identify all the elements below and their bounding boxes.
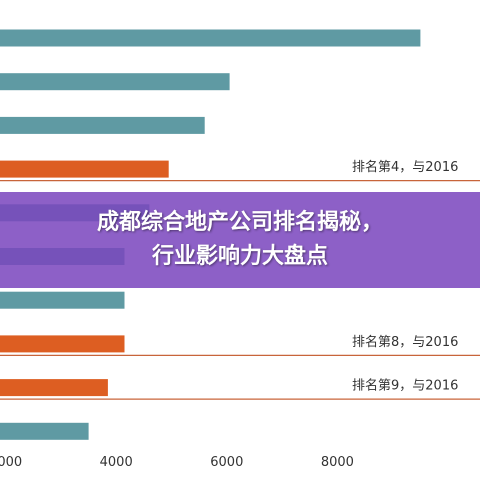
x-tick-label-3: 6000 bbox=[210, 455, 243, 470]
title-banner: 成都综合地产公司排名揭秘， 行业影响力大盘点 bbox=[0, 192, 480, 288]
bar-1 bbox=[0, 29, 421, 47]
banner-title-line-2: 行业影响力大盘点 bbox=[151, 244, 328, 269]
annotation-label-8: 排名第8，与2016 bbox=[352, 334, 458, 350]
banner-title-line-1: 成都综合地产公司排名揭秘， bbox=[96, 210, 383, 235]
bar-4 bbox=[0, 160, 169, 178]
x-tick-label-4: 8000 bbox=[321, 455, 354, 470]
annotation-label-9: 排名第9，与2016 bbox=[352, 378, 458, 394]
x-tick-label-1: 2000 bbox=[0, 455, 22, 470]
bar-2 bbox=[0, 73, 230, 91]
annotation-label-4: 排名第4，与2016 bbox=[352, 159, 458, 175]
bar-8 bbox=[0, 335, 125, 353]
bar-3 bbox=[0, 116, 205, 134]
bars-layer bbox=[0, 29, 421, 440]
x-axis-ticks: 2000 4000 6000 8000 bbox=[0, 455, 354, 470]
bar-10 bbox=[0, 422, 89, 440]
x-tick-label-2: 4000 bbox=[100, 455, 133, 470]
bar-9 bbox=[0, 379, 108, 397]
bar-7 bbox=[0, 291, 125, 309]
annotations-layer: 排名第4，与2016 排名第8，与2016 排名第9，与2016 bbox=[0, 159, 480, 400]
